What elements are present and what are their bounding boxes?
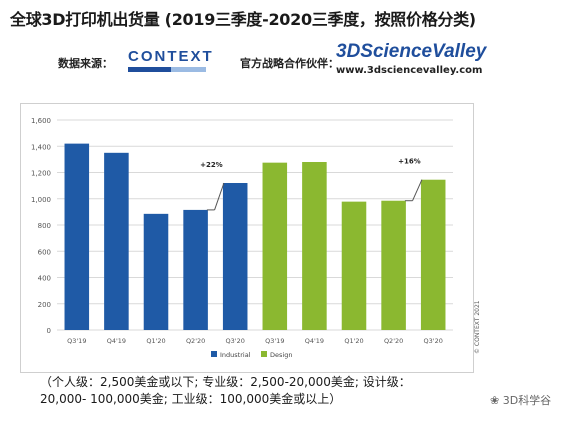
legend-swatch [261, 351, 267, 357]
y-tick-label: 200 [38, 301, 51, 309]
wechat-watermark: ❀ 3D科学谷 [490, 392, 551, 408]
partner-logo: 3DScienceValley www.3dsciencevalley.com [336, 41, 496, 77]
context-logo-bar [128, 67, 206, 72]
bar [381, 200, 406, 330]
bar [64, 143, 90, 330]
bar-chart: 0 200 400 600 800 1,000 1,200 1,400 1,600 Q3'19 Q4… [31, 117, 453, 359]
x-tick-label: Q2'20 [186, 337, 205, 345]
x-tick-label: Q3'19 [67, 337, 86, 345]
y-tick-label: 800 [38, 222, 51, 230]
context-logo-text: CONTEXT [128, 48, 214, 65]
legend-label: Industrial [220, 351, 251, 359]
context-logo: CONTEXT [128, 48, 212, 74]
bar [341, 201, 367, 330]
legend-swatch [211, 351, 217, 357]
x-tick-label: Q3'19 [265, 337, 284, 345]
chart-copyright: © CONTEXT 2021 [474, 300, 481, 354]
note-line-2: 20,000- 100,000美金; 工业级：100,000美金或以上） [40, 392, 342, 406]
bar [302, 162, 327, 330]
source-label: 数据来源： [58, 57, 113, 70]
legend-label: Design [270, 351, 292, 359]
bar [104, 152, 129, 330]
partner-logo-text: 3DScienceValley [336, 41, 487, 62]
x-tick-label: Q1'20 [344, 337, 363, 345]
price-class-note: （个人级：2,500美金或以下; 专业级：2,500-20,000美金; 设计级… [40, 374, 450, 408]
y-tick-label: 1,000 [31, 196, 51, 204]
page-title: 全球3D打印机出货量 (2019三季度-2020三季度，按照价格分类) [10, 10, 476, 29]
y-tick-label: 1,200 [31, 170, 51, 178]
partner-label: 官方战略合作伙伴： [240, 57, 339, 70]
x-tick-label: Q4'19 [305, 337, 324, 345]
bar [420, 179, 446, 330]
y-tick-label: 1,400 [31, 143, 51, 151]
x-tick-label: Q2'20 [384, 337, 403, 345]
wechat-icon: ❀ [490, 394, 503, 407]
watermark-text: 3D科学谷 [502, 394, 552, 407]
y-tick-label: 400 [38, 275, 51, 283]
bar [183, 209, 208, 330]
annotation-line [412, 179, 423, 201]
bar [143, 213, 169, 330]
x-tick-label: Q3'20 [424, 337, 443, 345]
chart-container: 0 200 400 600 800 1,000 1,200 1,400 1,600 Q3'19 Q4… [20, 103, 481, 373]
y-tick-label: 0 [47, 327, 51, 335]
partner-url: www.3dsciencevalley.com [336, 65, 483, 76]
bar [222, 183, 248, 330]
annotation-label: +22% [200, 161, 223, 169]
annotation-line [214, 182, 225, 211]
bar [262, 162, 288, 330]
annotation-label: +16% [398, 158, 421, 166]
y-tick-label: 1,600 [31, 117, 51, 125]
y-tick-label: 600 [38, 248, 51, 256]
note-line-1: （个人级：2,500美金或以下; 专业级：2,500-20,000美金; 设计级… [40, 375, 411, 389]
x-tick-label: Q4'19 [107, 337, 126, 345]
x-tick-label: Q3'20 [226, 337, 245, 345]
x-tick-label: Q1'20 [146, 337, 165, 345]
